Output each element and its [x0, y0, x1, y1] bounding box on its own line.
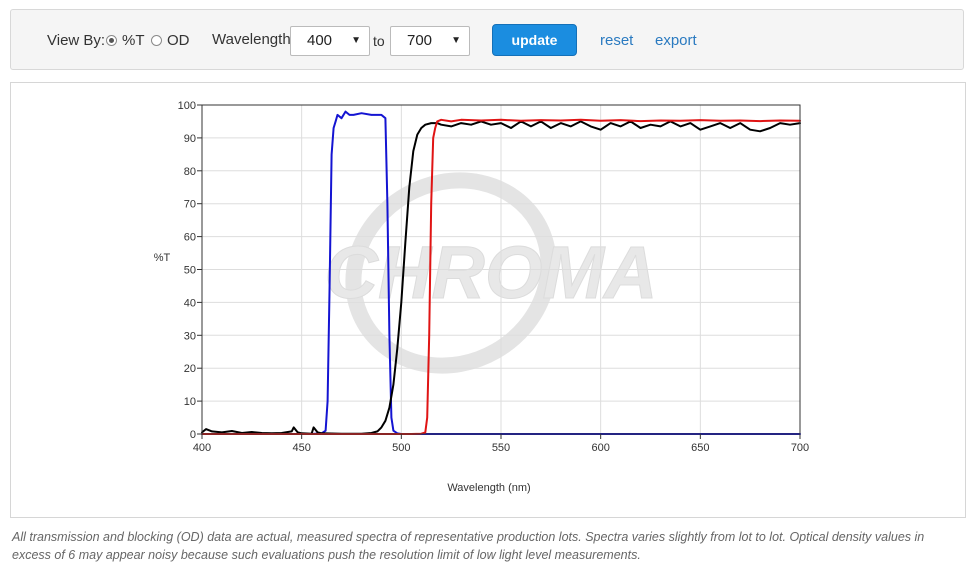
y-tick-label: 10: [184, 396, 196, 408]
view-by-label: View By:: [47, 32, 106, 49]
series-line-3: [201, 118, 801, 435]
wavelength-from-select[interactable]: 400 ▼: [290, 26, 370, 56]
wavelength-to-select[interactable]: 700 ▼: [390, 26, 470, 56]
x-tick-label: 450: [292, 442, 310, 454]
x-tick-label: 700: [791, 442, 809, 454]
x-tick-label: 400: [193, 442, 211, 454]
wavelength-from-value: 400: [307, 32, 333, 49]
radio-percent-t-label[interactable]: %T: [122, 32, 145, 49]
y-tick-label: 60: [184, 232, 196, 244]
x-tick-label: 500: [392, 442, 410, 454]
series-line-2: [201, 120, 801, 435]
x-tick-label: 600: [591, 442, 609, 454]
y-tick-label: 30: [184, 330, 196, 342]
x-tick-label: 650: [691, 442, 709, 454]
y-tick-label: 20: [184, 363, 196, 375]
update-button[interactable]: update: [492, 24, 577, 56]
wavelength-label: Wavelength: [212, 31, 291, 48]
y-axis-ticks: 0 10 20 30 40 50 60 70 80 90 100: [178, 100, 202, 441]
x-axis-label: Wavelength (nm): [447, 482, 530, 494]
y-tick-label: 40: [184, 297, 196, 309]
y-tick-label: 100: [178, 100, 196, 112]
x-axis-ticks: 400 450 500 550 600 650 700: [193, 434, 809, 454]
chart-panel: CHROMA 400 450 500 550 600 650 700 0 10 20 30 40 50…: [10, 82, 966, 518]
export-link[interactable]: export: [655, 32, 697, 49]
watermark-text: CHROMA: [325, 231, 658, 314]
chroma-watermark: CHROMA: [324, 172, 658, 374]
y-tick-label: 80: [184, 166, 196, 178]
disclaimer-note: All transmission and blocking (OD) data …: [12, 530, 925, 562]
transmission-chart: CHROMA 400 450 500 550 600 650 700 0 10 20 30 40 50…: [154, 100, 809, 494]
radio-od[interactable]: [151, 35, 162, 46]
radio-percent-t[interactable]: [106, 35, 117, 46]
y-tick-label: 90: [184, 133, 196, 145]
reset-link[interactable]: reset: [600, 32, 634, 49]
wavelength-to-value: 700: [407, 32, 433, 49]
filter-toolbar: View By: %T OD Wavelength 400 ▼ to 700 ▼…: [10, 9, 964, 70]
y-tick-label: 70: [184, 199, 196, 211]
chart-grid: [201, 104, 801, 435]
series-layer: [201, 110, 801, 435]
y-tick-label: 0: [190, 429, 196, 441]
y-axis-label: %T: [154, 252, 171, 264]
chevron-down-icon: ▼: [351, 35, 361, 46]
to-label: to: [373, 33, 385, 49]
series-line-1: [201, 110, 801, 435]
radio-od-label[interactable]: OD: [167, 32, 190, 49]
x-tick-label: 550: [492, 442, 510, 454]
y-tick-label: 50: [184, 265, 196, 277]
chevron-down-icon: ▼: [451, 35, 461, 46]
